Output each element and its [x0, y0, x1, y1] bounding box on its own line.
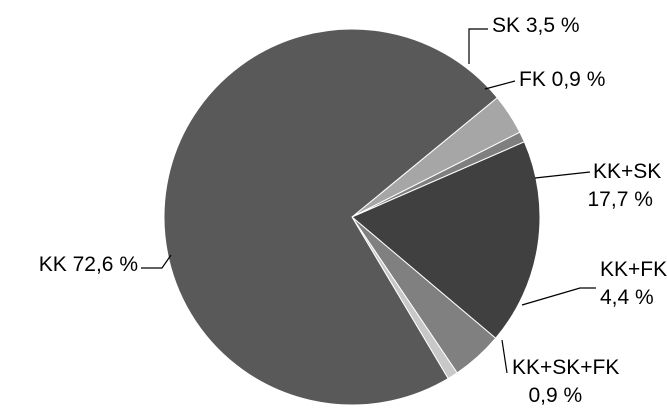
pie-slices — [163, 28, 541, 406]
pie-labels: SK 3,5 %FK 0,9 %KK+SK 17,7 %KK+FK 4,4 %KK+… — [39, 14, 667, 407]
leader-line-fk — [484, 80, 516, 90]
pie-slice-kk — [163, 28, 498, 406]
leader-line-kk — [141, 254, 172, 269]
data-label-fk: FK 0,9 % — [519, 68, 605, 91]
pie-slice-kk-sk — [351, 141, 541, 339]
leader-line-kk-fk — [521, 287, 596, 306]
data-label-line: 0,9 % — [529, 384, 583, 407]
data-label-line: KK 72,6 % — [39, 253, 138, 276]
data-label-line: KK+FK — [600, 258, 667, 281]
data-label-line: SK 3,5 % — [492, 14, 580, 37]
data-label-line: KK+SK+FK — [512, 356, 619, 379]
data-label-kk-sk: KK+SK 17,7 % — [588, 160, 662, 211]
data-label-kk-sk-fk: KK+SK+FK 0,9 % — [512, 356, 619, 407]
data-label-line: KK+SK — [593, 160, 661, 183]
leader-line-kk-sk — [534, 171, 591, 179]
leader-line-sk — [468, 28, 488, 64]
leader-line-kk-sk-fk — [501, 339, 508, 374]
pie-leader-lines — [141, 28, 596, 374]
data-label-kk-fk: KK+FK 4,4 % — [600, 258, 667, 309]
data-label-line: 4,4 % — [600, 286, 654, 309]
data-label-kk: KK 72,6 % — [39, 253, 138, 276]
data-label-line: 17,7 % — [588, 188, 653, 211]
data-label-sk: SK 3,5 % — [492, 14, 580, 37]
data-label-line: FK 0,9 % — [519, 68, 605, 91]
